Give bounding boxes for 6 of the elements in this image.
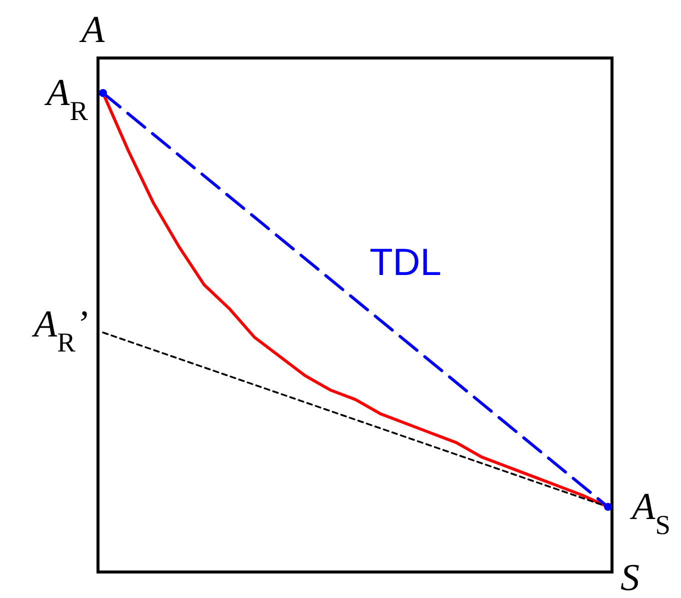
- text: A$_{S}$: [629, 486, 670, 540]
- x-axis-title: S: [620, 557, 640, 598]
- series-label: TDL: [370, 242, 442, 284]
- y-axis-title: A: [78, 9, 106, 51]
- text: A$_{R}$: [44, 72, 89, 126]
- text: A$_{R}$’: [30, 304, 88, 358]
